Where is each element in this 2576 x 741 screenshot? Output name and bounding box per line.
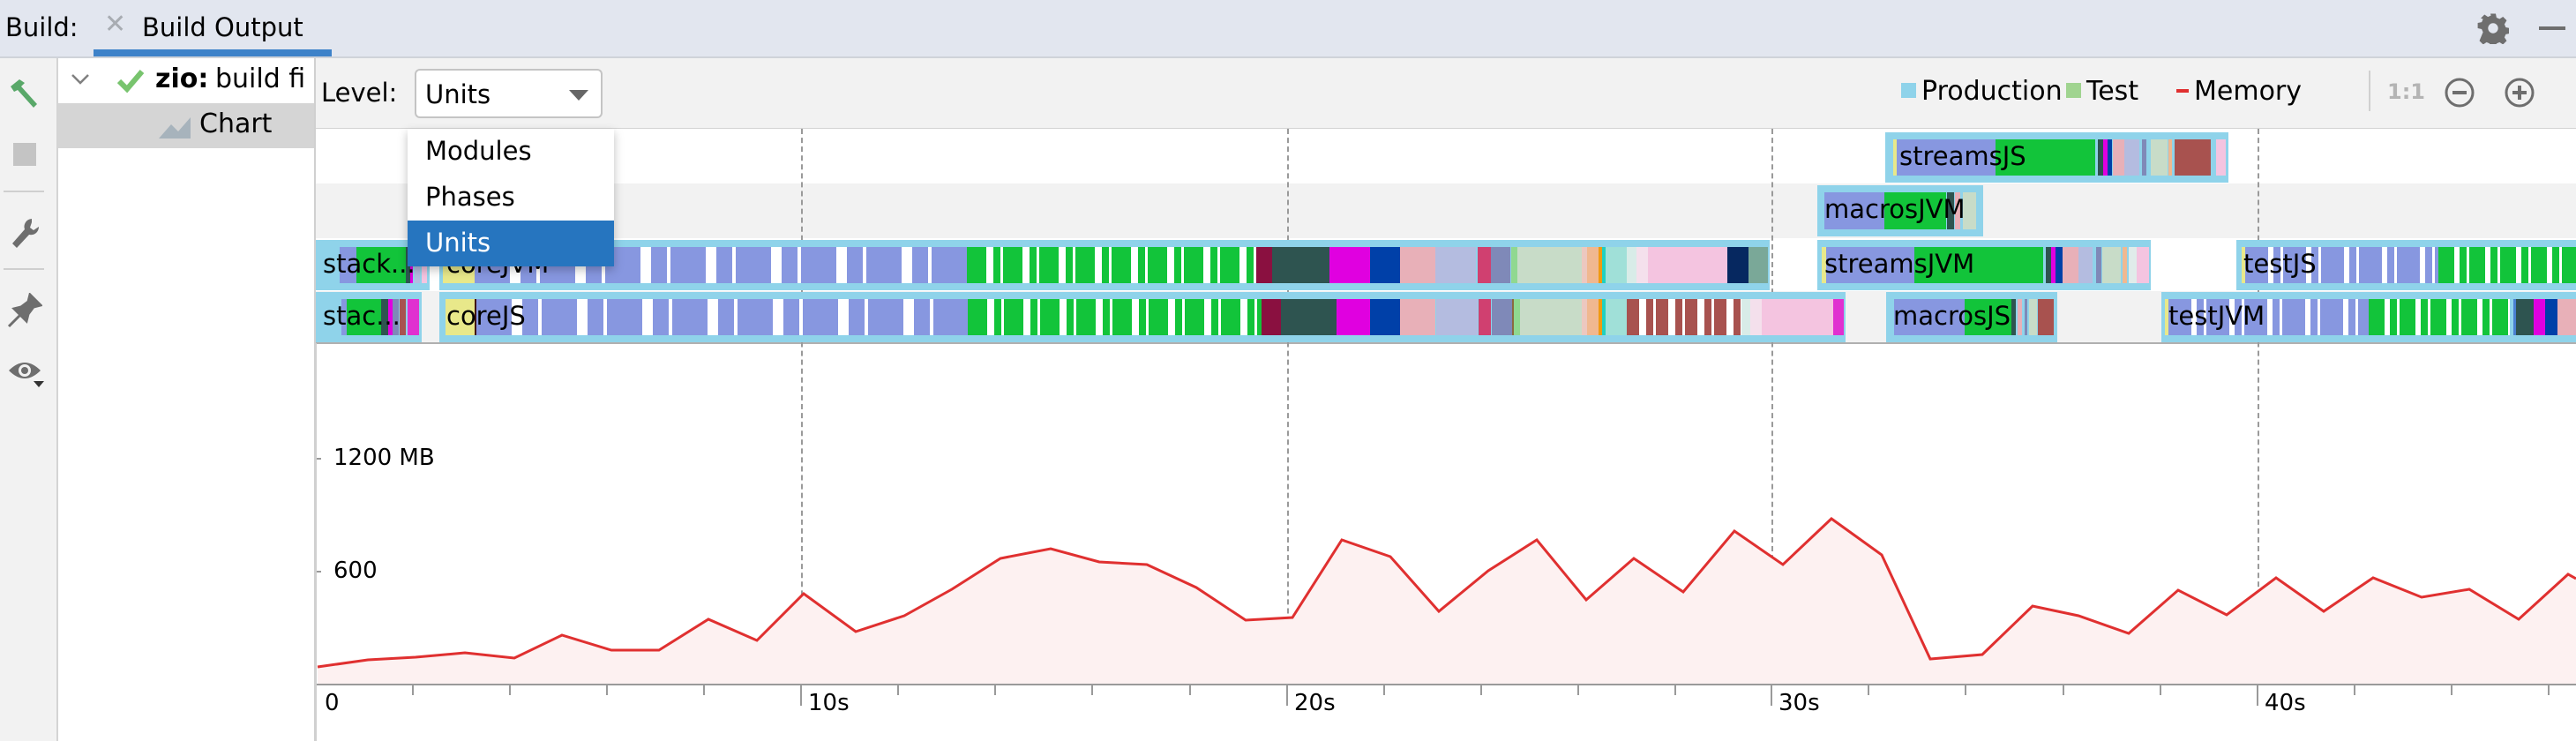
unit-bar-coreJS[interactable]: coreJS xyxy=(439,292,1846,342)
zoom-out-icon[interactable] xyxy=(2444,77,2475,109)
level-dropdown-menu: Modules Phases Units xyxy=(408,129,614,266)
unit-bar-stack-row4[interactable]: stac... xyxy=(316,292,422,342)
chevron-down-icon[interactable] xyxy=(71,72,90,86)
toolbar-separator xyxy=(4,268,44,270)
left-toolbar xyxy=(0,58,58,741)
dropdown-arrow-icon xyxy=(569,90,588,101)
legend-label: Memory xyxy=(2194,76,2303,107)
x-tick-label-0: 0 xyxy=(325,690,340,716)
legend-swatch-memory xyxy=(2176,89,2189,93)
y-tick-label-600: 600 xyxy=(333,558,378,584)
tab-title: Build Output xyxy=(142,12,303,42)
tool-window-title: Build: xyxy=(5,12,79,42)
stop-icon[interactable] xyxy=(13,143,36,166)
memory-line xyxy=(317,517,2576,669)
build-hammer-icon[interactable] xyxy=(7,76,42,111)
x-tick-label-40s: 40s xyxy=(2265,690,2306,716)
gridline-20s xyxy=(1287,129,1289,685)
project-name: zio: xyxy=(155,64,209,94)
unit-bar-label: streamsJS xyxy=(1899,141,2026,171)
pin-icon[interactable] xyxy=(7,293,42,328)
level-label: Level: xyxy=(321,78,398,108)
toolbar-divider xyxy=(2369,71,2370,111)
chart-icon xyxy=(159,117,191,138)
gear-icon[interactable] xyxy=(2477,12,2509,44)
unit-bar-testJS[interactable]: testJS xyxy=(2236,240,2576,290)
legend-label: Production xyxy=(1921,76,2063,107)
unit-bar-macrosJS[interactable]: macrosJS xyxy=(1886,292,2057,342)
minimize-icon[interactable] xyxy=(2539,26,2565,30)
unit-bar-streamsJS[interactable]: streamsJS xyxy=(1885,132,2228,183)
x-tick-label-20s: 20s xyxy=(1294,690,1336,716)
unit-bar-macrosJVM[interactable]: macrosJVM xyxy=(1817,185,1983,236)
menu-item-phases[interactable]: Phases xyxy=(425,182,515,212)
zoom-reset-button[interactable]: 1:1 xyxy=(2387,79,2425,104)
close-icon[interactable]: ✕ xyxy=(104,9,127,40)
legend-memory: Memory xyxy=(2176,76,2302,107)
unit-bar-streamsJVM[interactable]: streamsJVM xyxy=(1817,240,2151,290)
unit-bar-coreJVM[interactable]: coreJVM xyxy=(439,240,1770,290)
legend-label: Test xyxy=(2086,76,2139,107)
timeline-row-1 xyxy=(316,129,2576,183)
zoom-in-icon[interactable] xyxy=(2504,77,2535,109)
unit-bar-label: coreJS xyxy=(446,301,526,331)
toolbar-separator xyxy=(4,191,44,192)
unit-bar-label: testJS xyxy=(2243,249,2317,279)
legend-swatch-test xyxy=(2066,83,2081,98)
memory-chart xyxy=(316,458,2576,706)
memory-area xyxy=(318,519,2576,685)
tree-item-root[interactable]: zio: build fi xyxy=(58,58,314,103)
menu-item-units[interactable]: Units xyxy=(408,221,614,266)
build-tree: zio: build fi Chart xyxy=(58,58,316,741)
legend-test: Test xyxy=(2066,76,2138,107)
gridline-40s xyxy=(2258,129,2259,685)
legend-production: Production xyxy=(1901,76,2063,107)
chart-left-border xyxy=(315,343,317,741)
x-tick-label-10s: 10s xyxy=(808,690,850,716)
gridline-30s xyxy=(1771,129,1773,685)
unit-bar-label: testJVM xyxy=(2168,301,2265,331)
x-tick-label-30s: 30s xyxy=(1778,690,1820,716)
menu-item-modules[interactable]: Modules xyxy=(425,136,532,166)
y-tick-label-1200: 1200 MB xyxy=(333,445,435,471)
unit-bar-label: macrosJVM xyxy=(1824,194,1966,224)
unit-bar-label: macrosJS xyxy=(1893,301,2011,331)
tree-item-chart[interactable]: Chart xyxy=(58,103,314,148)
wrench-icon[interactable] xyxy=(9,217,41,252)
eye-icon[interactable] xyxy=(7,358,46,390)
tool-window-tab-bar: Build: ✕ Build Output xyxy=(0,0,2576,58)
build-status: build fi xyxy=(215,64,306,94)
level-dropdown-value: Units xyxy=(425,79,491,109)
unit-bar-label: stac... xyxy=(323,301,401,331)
unit-bar-label: stack... xyxy=(323,249,416,279)
check-icon xyxy=(116,70,145,94)
legend-swatch-production xyxy=(1901,83,1916,98)
gridline-10s xyxy=(801,129,803,685)
unit-bar-testJVM[interactable]: testJVM xyxy=(2161,292,2576,342)
chart-toolbar: Level: Units Production Test Memory 1:1 xyxy=(316,58,2576,130)
level-dropdown[interactable]: Units xyxy=(415,69,603,118)
active-tab-indicator xyxy=(94,49,332,56)
timeline-row-2 xyxy=(316,183,2576,238)
unit-bar-label: streamsJVM xyxy=(1824,249,1975,279)
tab-build-output[interactable]: ✕ Build Output xyxy=(94,0,332,56)
tree-item-label: Chart xyxy=(199,109,273,139)
